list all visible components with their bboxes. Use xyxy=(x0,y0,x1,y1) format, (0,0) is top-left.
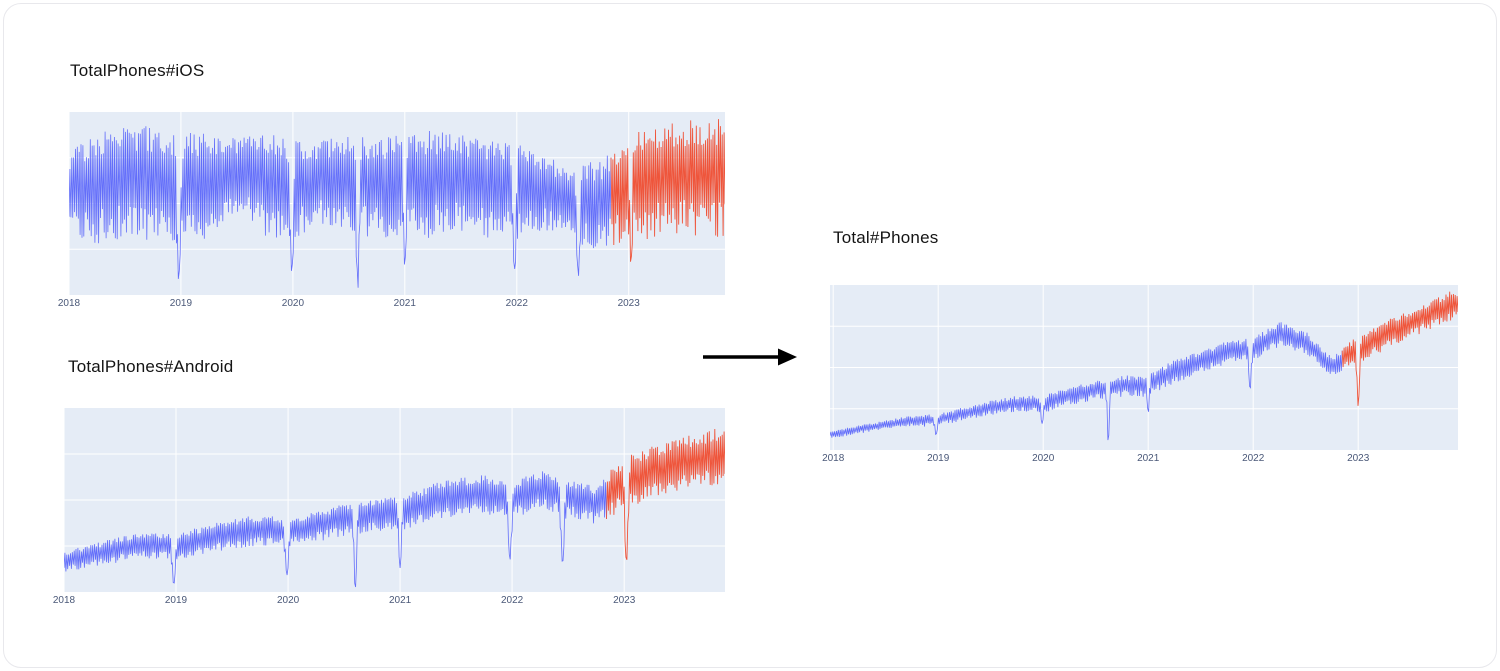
x-tick-label: 2019 xyxy=(927,453,950,464)
x-tick-label: 2023 xyxy=(617,298,640,309)
x-tick-label: 2018 xyxy=(52,595,76,606)
x-tick-label: 2019 xyxy=(164,595,188,606)
x-tick-label: 2022 xyxy=(500,595,524,606)
x-tick-label: 2018 xyxy=(57,298,81,309)
x-tick-label: 2021 xyxy=(393,298,416,309)
chart-title-android: TotalPhones#Android xyxy=(68,357,234,376)
x-tick-label: 2021 xyxy=(388,595,412,606)
historical-series-line xyxy=(830,322,1343,441)
total-forecast-chart xyxy=(830,285,1458,450)
x-tick-label: 2023 xyxy=(613,595,636,606)
total-x-axis: 2018 2019 2020 2021 2022 2023 xyxy=(822,453,1458,467)
arrow-head xyxy=(778,348,797,366)
x-tick-label: 2023 xyxy=(1347,453,1370,464)
forecast-series-line xyxy=(1341,291,1458,406)
x-tick-label: 2018 xyxy=(822,453,845,464)
forecast-series-line xyxy=(610,119,725,262)
chart-title-total: Total#Phones xyxy=(833,228,939,247)
android-x-axis: 2018 2019 2020 2021 2022 2023 xyxy=(53,595,725,609)
x-tick-label: 2020 xyxy=(281,298,305,309)
x-tick-label: 2020 xyxy=(1032,453,1055,464)
historical-series-line xyxy=(64,471,607,588)
ios-x-axis: 2018 2019 2020 2021 2022 2023 xyxy=(58,298,725,312)
x-tick-label: 2021 xyxy=(1137,453,1160,464)
x-tick-label: 2019 xyxy=(169,298,193,309)
chart-title-ios: TotalPhones#iOS xyxy=(70,61,205,80)
x-tick-label: 2022 xyxy=(505,298,528,309)
ios-forecast-chart xyxy=(69,112,725,295)
forecast-series-line xyxy=(606,428,725,560)
x-tick-label: 2022 xyxy=(1242,453,1265,464)
historical-series-line xyxy=(69,126,612,288)
android-forecast-chart xyxy=(64,408,725,592)
right-arrow-icon xyxy=(700,344,800,370)
x-tick-label: 2020 xyxy=(276,595,300,606)
